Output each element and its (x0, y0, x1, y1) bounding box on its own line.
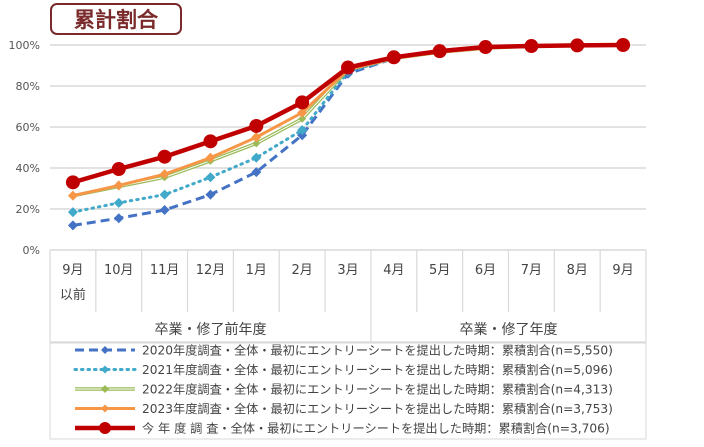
data-point (297, 107, 308, 118)
x-tick-label: 4月 (383, 263, 404, 278)
data-point (159, 189, 170, 200)
data-point (432, 44, 447, 59)
data-point (570, 38, 585, 53)
data-point (205, 172, 216, 183)
y-tick-label: 20% (16, 203, 40, 216)
y-tick-label: 80% (16, 80, 40, 93)
data-point (341, 60, 355, 75)
x-tick-label: 2月 (292, 263, 313, 278)
legend-marker (101, 346, 109, 354)
data-point (113, 213, 124, 224)
data-point (251, 132, 262, 143)
legend-box (49, 342, 647, 440)
y-tick-label: 40% (16, 162, 40, 175)
x-tick-label: 11月 (150, 263, 180, 278)
data-point (251, 152, 262, 163)
legend-label: 今 年 度 調 査・全体・最初にエントリーシートを提出した時期：累積割合(n=3… (142, 421, 610, 436)
data-point (616, 38, 631, 52)
data-point (205, 152, 216, 163)
legend-marker (101, 404, 109, 413)
series-4 (65, 38, 631, 190)
data-point (252, 139, 261, 148)
group-label: 卒業・修了年度 (459, 322, 557, 338)
data-point (67, 190, 78, 201)
legend-label: 2021年度調査・全体・最初にエントリーシートを提出した時期：累積割合(n=5,… (142, 362, 613, 377)
legend-label: 2022年度調査・全体・最初にエントリーシートを提出した時期：累積割合(n=4,… (142, 382, 613, 397)
data-point (297, 125, 308, 136)
x-tick-label: 6月 (475, 263, 496, 278)
data-point (205, 189, 216, 200)
data-point (113, 180, 124, 191)
legend-item: 2022年度調査・全体・最初にエントリーシートを提出した時期：累積割合(n=4,… (75, 382, 613, 397)
data-point (295, 95, 310, 110)
x-tick-label: 以前 (60, 287, 86, 303)
data-point (67, 220, 78, 231)
data-point (249, 118, 264, 133)
legend-marker (101, 365, 109, 374)
data-point (524, 39, 539, 54)
data-point (157, 149, 172, 164)
data-point (67, 207, 78, 218)
group-label: 卒業・修了前年度 (154, 321, 266, 338)
data-point (111, 162, 126, 177)
x-tick-label: 3月 (337, 263, 358, 278)
data-point (113, 197, 124, 208)
data-point (159, 169, 170, 180)
data-point (298, 114, 307, 123)
legend-item: 2023年度調査・全体・最初にエントリーシートを提出した時期：累積割合(n=3,… (75, 401, 613, 416)
data-point (386, 50, 401, 65)
legend-label: 2023年度調査・全体・最初にエントリーシートを提出した時期：累積割合(n=3,… (142, 401, 613, 416)
legend-label: 2020年度調査・全体・最初にエントリーシートを提出した時期：累積割合(n=5,… (142, 343, 613, 358)
x-tick-label: 9月 (62, 263, 83, 278)
chart-title: 累計割合 (50, 3, 182, 35)
data-point (251, 167, 262, 178)
x-tick-label: 1月 (246, 263, 267, 278)
x-tick-label: 12月 (196, 263, 226, 278)
data-point (478, 40, 493, 55)
legend-marker (99, 422, 111, 434)
legend-item: 2021年度調査・全体・最初にエントリーシートを提出した時期：累積割合(n=5,… (73, 362, 613, 377)
x-tick-label: 9月 (612, 263, 633, 278)
data-point (203, 134, 218, 149)
x-tick-label: 5月 (429, 263, 450, 278)
y-tick-label: 100% (9, 39, 40, 52)
x-tick-label: 8月 (567, 263, 588, 278)
data-point (159, 205, 170, 216)
x-tick-label: 10月 (104, 263, 134, 278)
legend-item: 2020年度調査・全体・最初にエントリーシートを提出した時期：累積割合(n=5,… (75, 343, 613, 358)
y-tick-label: 0% (23, 244, 40, 257)
x-tick-label: 7月 (521, 263, 542, 278)
legend-item: 今 年 度 調 査・全体・最初にエントリーシートを提出した時期：累積割合(n=3… (75, 421, 610, 436)
data-point (65, 175, 80, 190)
legend-marker (101, 385, 109, 393)
y-tick-label: 60% (16, 121, 40, 134)
